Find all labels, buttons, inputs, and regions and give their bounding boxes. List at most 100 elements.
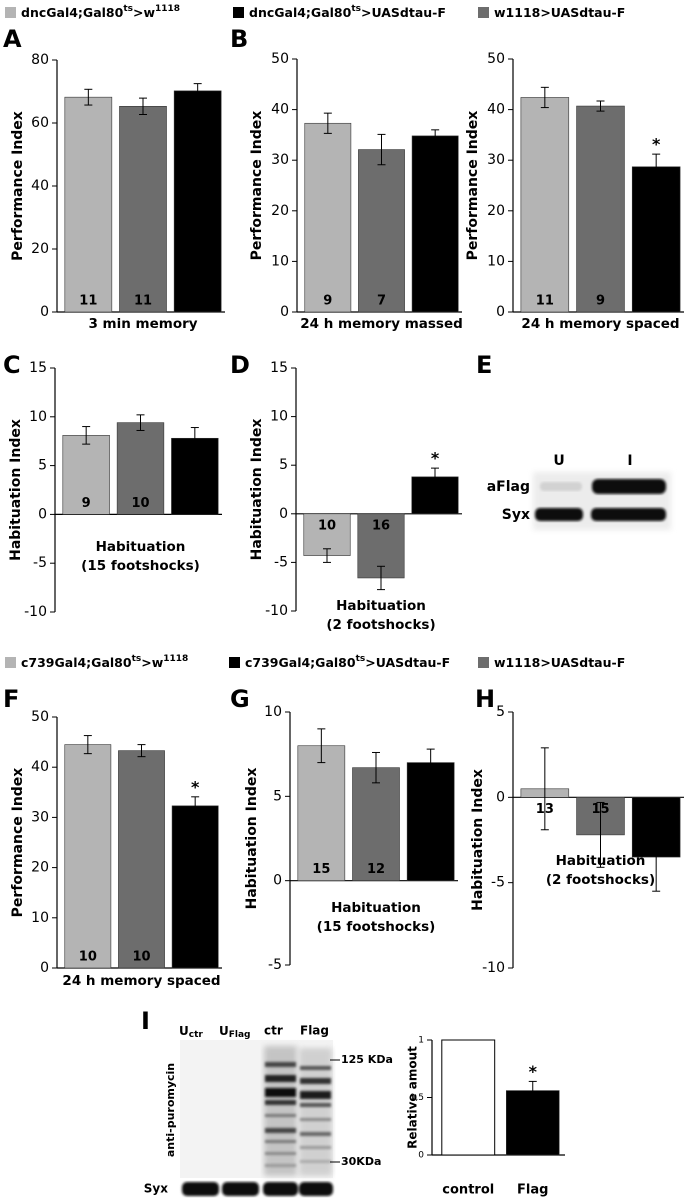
n-label: 10 [79,950,97,965]
western-blot: I Uctr UFlag ctr Flag anti-puromycin 125… [141,1007,393,1196]
row-label: aFlag [487,479,530,495]
y-tick-label: 60 [31,115,49,131]
row-label: Syx [502,507,530,523]
x-axis-label: Habituation [331,900,421,916]
y-tick-label: -5 [491,875,505,891]
bar [352,767,400,881]
y-tick-label: 0 [418,1151,424,1161]
marker-label: 30KDa [341,1155,381,1168]
marker-label: 125 KDa [341,1053,393,1066]
y-tick-label: -5 [268,957,282,973]
legend-swatch [478,7,489,18]
legend-swatch [478,657,489,668]
y-tick-label: -10 [265,603,288,619]
y-tick-label: 40 [271,102,289,118]
y-axis-label: Habituation Index [244,768,260,910]
panel-letter: A [3,25,22,53]
lane-label: U [553,453,564,469]
significance-mark: * [529,1062,538,1081]
x-axis-label: Habituation [96,539,186,555]
panel-letter: C [3,351,21,379]
bar [173,90,222,313]
blot-band [540,482,582,491]
y-tick-label: 40 [31,178,49,194]
bar [406,762,455,881]
lane-label: I [627,453,632,469]
legend-label: dncGal4;Gal80ts>w1118 [21,4,180,20]
y-tick-label: 0 [496,304,505,320]
y-axis-label: Performance Index [10,111,26,261]
y-tick-label: 30 [487,152,505,168]
y-tick-label: 15 [29,360,47,376]
x-axis-label: (15 footshocks) [81,558,200,574]
n-label: 14 [186,950,204,965]
bar [62,435,110,515]
lane-label: Flag [300,1024,329,1038]
lane-label: UFlag [219,1024,251,1040]
panel-letter: G [230,685,250,713]
blot-band [592,479,666,494]
panel-letter: I [141,1007,150,1035]
y-tick-label: 10 [487,253,505,269]
bar [171,437,219,515]
panel-letter: D [230,351,250,379]
y-tick-label: 15 [270,360,288,376]
bar [116,422,165,515]
y-tick-label: 5 [496,704,505,720]
y-axis-label: Habituation Index [249,419,265,561]
y-tick-label: 0 [40,304,49,320]
y-tick-label: -10 [24,604,47,620]
legend-swatch [5,657,16,668]
y-tick-label: 20 [31,860,49,876]
bar [118,750,165,969]
legend: c739Gal4;Gal80ts>w1118 c739Gal4;Gal80ts>… [5,654,625,670]
legend: dncGal4;Gal80ts>w1118 dncGal4;Gal80ts>UA… [5,4,625,20]
n-label: 15 [591,802,609,817]
n-label: 17 [422,862,440,877]
y-axis-label: Performance Index [465,111,481,261]
y-tick-label: 0 [38,506,47,522]
legend-label: c739Gal4;Gal80ts>w1118 [21,654,188,670]
n-label: 9 [596,294,605,309]
bar [304,122,352,313]
n-label: 11 [134,294,152,309]
y-tick-label: 10 [270,409,288,425]
y-tick-label: 10 [271,253,289,269]
y-tick-label: 5 [38,458,47,474]
x-axis-label: (2 footshocks) [326,617,435,633]
y-tick-label: 0 [280,304,289,320]
y-tick-label: -5 [33,555,47,571]
n-label: 10 [131,496,149,511]
lane-label: Uctr [179,1024,203,1040]
legend-label: w1118>UASdtau-F [494,655,625,670]
blot-band [591,508,666,521]
blot-bands [265,1062,331,1167]
y-tick-label: 1 [418,1036,424,1046]
bar [631,166,681,313]
n-label: 16 [372,518,390,533]
n-label: 12 [367,862,385,877]
y-tick-label: 5 [279,457,288,473]
x-axis-label: Habituation [556,853,646,869]
n-label: 12 [189,294,207,309]
y-tick-label: 40 [487,102,505,118]
y-tick-label: 20 [31,241,49,257]
n-label: 9 [190,496,199,511]
bar [358,149,405,313]
x-axis-label: 24 h memory spaced [521,316,679,332]
y-tick-label: 20 [487,203,505,219]
bar [64,744,112,969]
panel-letter: H [475,685,495,713]
bar [171,805,219,969]
y-axis-label: Habituation Index [470,769,486,911]
y-tick-label: 20 [271,203,289,219]
y-axis-label: anti-puromycin [164,1063,177,1157]
bar [520,97,570,313]
blot-bands [182,1182,333,1196]
y-tick-label: 50 [271,51,289,67]
n-label: 10 [318,518,336,533]
x-axis-label: 3 min memory [88,316,197,332]
n-label: 15 [312,862,330,877]
x-axis-label: 24 h memory massed [300,316,463,332]
